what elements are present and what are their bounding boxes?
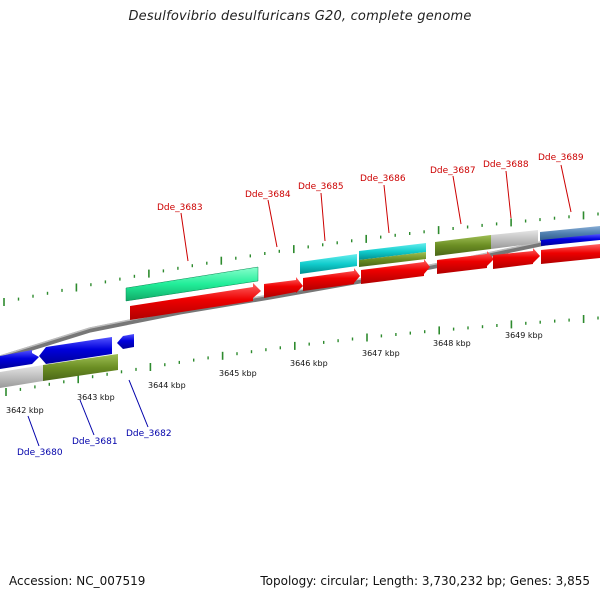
scale-label: 3647 kbp	[362, 349, 400, 358]
gene-label[interactable]: Dde_3683	[157, 203, 203, 213]
gene-red-forward[interactable]	[437, 251, 494, 274]
tick-row-lower	[5, 315, 599, 396]
gene-blue-reverse[interactable]	[117, 334, 134, 349]
map-title: Desulfovibrio desulfuricans G20, complet…	[128, 9, 472, 24]
gene-blue-reverse[interactable]	[39, 337, 112, 364]
forward-strand-genes	[125, 226, 600, 320]
gene-labels-bottom: Dde_3680 Dde_3681 Dde_3682	[17, 429, 172, 458]
scale-label: 3644 kbp	[148, 381, 186, 390]
gene-olive[interactable]	[359, 252, 426, 267]
gene-label[interactable]: Dde_3680	[17, 448, 63, 458]
genome-summary-text: Topology: circular; Length: 3,730,232 bp…	[260, 574, 590, 588]
gene-red-forward[interactable]	[541, 244, 600, 264]
gene-mint[interactable]	[125, 266, 259, 302]
gene-label[interactable]: Dde_3685	[298, 182, 344, 192]
gene-blue-reverse[interactable]	[0, 350, 39, 369]
scale-label: 3642 kbp	[6, 406, 44, 415]
gene-label[interactable]: Dde_3689	[538, 153, 584, 163]
gene-red-forward[interactable]	[493, 248, 540, 269]
gene-olive[interactable]	[435, 235, 491, 256]
scale-label: 3645 kbp	[219, 369, 257, 378]
gene-grey[interactable]	[491, 230, 538, 249]
gene-blue-reverse[interactable]	[541, 234, 600, 246]
gene-label[interactable]: Dde_3688	[483, 160, 529, 170]
gene-cyan[interactable]	[300, 254, 357, 274]
gene-red-forward[interactable]	[264, 277, 303, 298]
accession-text: Accession: NC_007519	[9, 574, 146, 588]
scale-label: 3643 kbp	[77, 393, 115, 402]
gene-olive[interactable]	[43, 354, 118, 381]
scale-label: 3649 kbp	[505, 331, 543, 340]
gene-red-forward[interactable]	[361, 259, 430, 284]
tick-row-upper	[3, 211, 599, 306]
gene-label[interactable]: Dde_3684	[245, 190, 291, 200]
gene-label[interactable]: Dde_3682	[126, 429, 172, 439]
gene-label[interactable]: Dde_3687	[430, 166, 476, 176]
gene-label[interactable]: Dde_3681	[72, 437, 118, 447]
scale-label: 3646 kbp	[290, 359, 328, 368]
gene-steel-blue[interactable]	[540, 226, 600, 241]
reverse-strand-genes	[0, 334, 134, 388]
scale-labels: 3642 kbp 3643 kbp 3644 kbp 3645 kbp 3646…	[6, 331, 543, 415]
leader-lines	[27, 164, 572, 447]
gene-red-forward[interactable]	[130, 283, 261, 320]
scale-label: 3648 kbp	[433, 339, 471, 348]
gene-red-forward[interactable]	[303, 268, 360, 291]
gene-grey[interactable]	[0, 365, 43, 388]
gene-cyan[interactable]	[359, 243, 426, 260]
gene-label[interactable]: Dde_3686	[360, 174, 406, 184]
gene-labels-top: Dde_3683 Dde_3684 Dde_3685 Dde_3686 Dde_…	[157, 153, 584, 213]
